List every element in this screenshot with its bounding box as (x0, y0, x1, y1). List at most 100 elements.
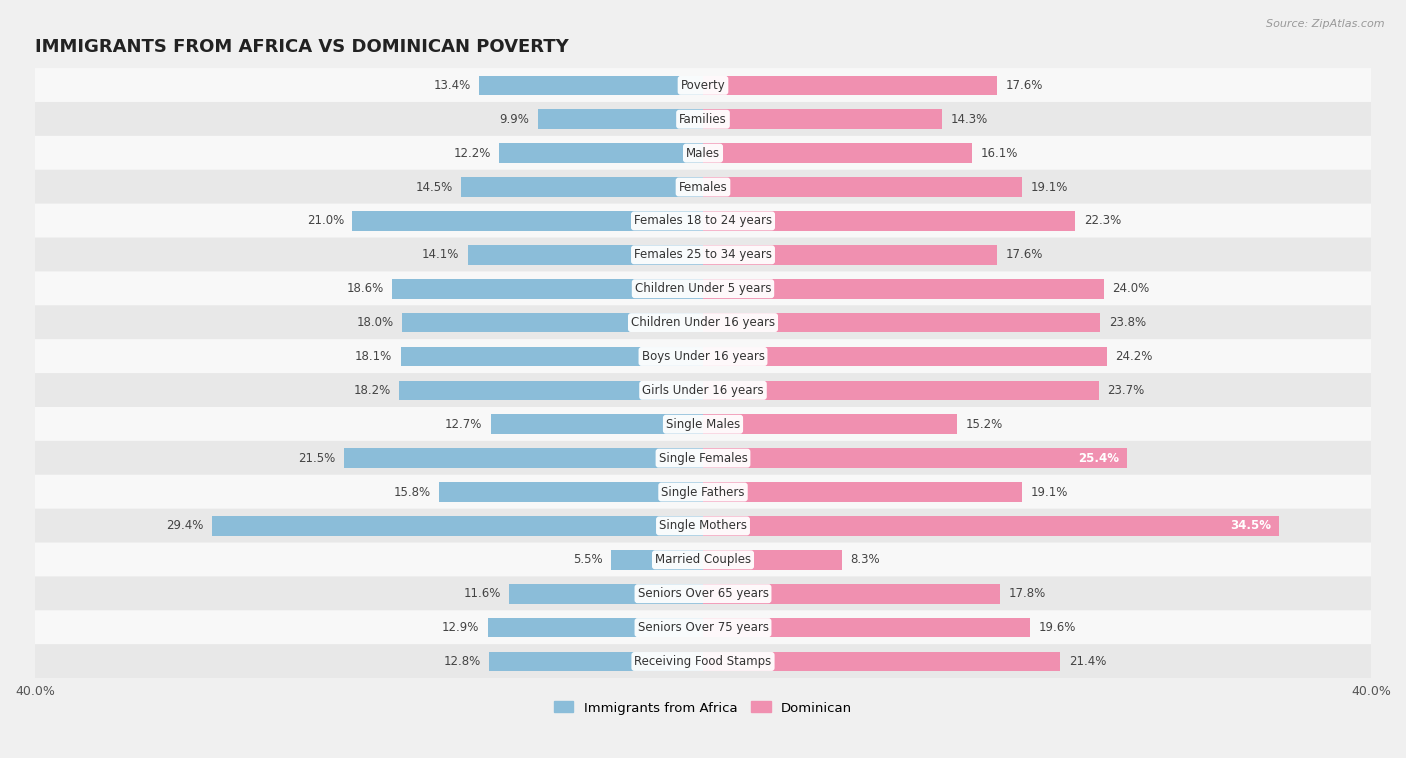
FancyBboxPatch shape (35, 102, 1371, 136)
Text: 19.1%: 19.1% (1031, 180, 1067, 193)
Bar (703, 482, 1022, 502)
Text: 15.2%: 15.2% (965, 418, 1002, 431)
FancyBboxPatch shape (35, 441, 1371, 475)
Bar (703, 516, 1279, 536)
Bar (461, 177, 703, 197)
Text: Single Males: Single Males (666, 418, 740, 431)
Text: Females 25 to 34 years: Females 25 to 34 years (634, 249, 772, 262)
Text: Families: Families (679, 113, 727, 126)
Text: 14.3%: 14.3% (950, 113, 987, 126)
Bar (479, 76, 703, 96)
Bar (703, 448, 1128, 468)
Text: 17.6%: 17.6% (1005, 79, 1043, 92)
Bar (703, 143, 972, 163)
Text: 8.3%: 8.3% (851, 553, 880, 566)
Text: 5.5%: 5.5% (574, 553, 603, 566)
Text: Females: Females (679, 180, 727, 193)
Bar (703, 245, 997, 265)
Text: Poverty: Poverty (681, 79, 725, 92)
Bar (439, 482, 703, 502)
Text: 17.6%: 17.6% (1005, 249, 1043, 262)
Text: Seniors Over 65 years: Seniors Over 65 years (637, 587, 769, 600)
Bar (353, 211, 703, 230)
Text: 14.1%: 14.1% (422, 249, 460, 262)
Text: Single Females: Single Females (658, 452, 748, 465)
Text: 19.1%: 19.1% (1031, 486, 1067, 499)
FancyBboxPatch shape (35, 543, 1371, 577)
Text: Single Fathers: Single Fathers (661, 486, 745, 499)
Bar (703, 313, 1101, 333)
Text: 18.6%: 18.6% (347, 282, 384, 295)
Text: 24.0%: 24.0% (1112, 282, 1150, 295)
Bar (212, 516, 703, 536)
Bar (537, 109, 703, 129)
Text: 12.2%: 12.2% (454, 146, 491, 160)
Text: Children Under 5 years: Children Under 5 years (634, 282, 772, 295)
Text: 21.0%: 21.0% (307, 215, 344, 227)
Text: Boys Under 16 years: Boys Under 16 years (641, 350, 765, 363)
Bar (399, 381, 703, 400)
Bar (612, 550, 703, 569)
Text: 34.5%: 34.5% (1230, 519, 1271, 532)
FancyBboxPatch shape (35, 170, 1371, 205)
Bar (703, 584, 1000, 603)
FancyBboxPatch shape (35, 136, 1371, 171)
Bar (392, 279, 703, 299)
Text: IMMIGRANTS FROM AFRICA VS DOMINICAN POVERTY: IMMIGRANTS FROM AFRICA VS DOMINICAN POVE… (35, 38, 568, 56)
Bar (499, 143, 703, 163)
FancyBboxPatch shape (35, 475, 1371, 509)
Bar (402, 313, 703, 333)
FancyBboxPatch shape (35, 407, 1371, 441)
Bar (489, 652, 703, 672)
FancyBboxPatch shape (35, 644, 1371, 678)
Text: Children Under 16 years: Children Under 16 years (631, 316, 775, 329)
Bar (703, 177, 1022, 197)
Text: Girls Under 16 years: Girls Under 16 years (643, 384, 763, 397)
Text: Source: ZipAtlas.com: Source: ZipAtlas.com (1267, 19, 1385, 29)
Text: 18.2%: 18.2% (353, 384, 391, 397)
Bar (488, 618, 703, 637)
Bar (703, 415, 957, 434)
Text: Single Mothers: Single Mothers (659, 519, 747, 532)
Text: 29.4%: 29.4% (166, 519, 204, 532)
Bar (491, 415, 703, 434)
Text: 12.7%: 12.7% (446, 418, 482, 431)
Text: Seniors Over 75 years: Seniors Over 75 years (637, 621, 769, 634)
Text: 23.7%: 23.7% (1107, 384, 1144, 397)
Text: 19.6%: 19.6% (1039, 621, 1076, 634)
Text: 16.1%: 16.1% (980, 146, 1018, 160)
Text: 21.5%: 21.5% (298, 452, 336, 465)
FancyBboxPatch shape (35, 305, 1371, 340)
Text: Receiving Food Stamps: Receiving Food Stamps (634, 655, 772, 668)
Text: 14.5%: 14.5% (415, 180, 453, 193)
Text: 25.4%: 25.4% (1078, 452, 1119, 465)
Text: Males: Males (686, 146, 720, 160)
Text: 23.8%: 23.8% (1109, 316, 1146, 329)
Bar (703, 618, 1031, 637)
Text: 15.8%: 15.8% (394, 486, 430, 499)
Text: 21.4%: 21.4% (1069, 655, 1107, 668)
Text: 18.1%: 18.1% (356, 350, 392, 363)
FancyBboxPatch shape (35, 68, 1371, 102)
Bar (703, 76, 997, 96)
Bar (509, 584, 703, 603)
Text: Females 18 to 24 years: Females 18 to 24 years (634, 215, 772, 227)
Text: 12.9%: 12.9% (441, 621, 479, 634)
Bar (703, 652, 1060, 672)
Bar (703, 211, 1076, 230)
Bar (703, 381, 1099, 400)
FancyBboxPatch shape (35, 509, 1371, 543)
Text: 17.8%: 17.8% (1008, 587, 1046, 600)
Bar (468, 245, 703, 265)
Text: 11.6%: 11.6% (464, 587, 501, 600)
FancyBboxPatch shape (35, 373, 1371, 408)
Bar (703, 550, 842, 569)
Text: Married Couples: Married Couples (655, 553, 751, 566)
Bar (401, 346, 703, 366)
Bar (703, 279, 1104, 299)
FancyBboxPatch shape (35, 204, 1371, 238)
FancyBboxPatch shape (35, 237, 1371, 272)
Text: 9.9%: 9.9% (499, 113, 529, 126)
FancyBboxPatch shape (35, 610, 1371, 645)
Bar (703, 109, 942, 129)
